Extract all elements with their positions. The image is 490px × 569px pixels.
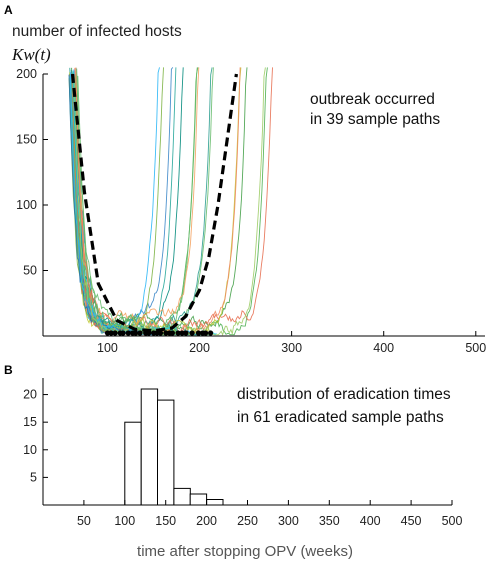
panel-a-y-tick-label: 150 (16, 133, 37, 147)
panel-a-annotation: outbreak occurred (310, 91, 435, 108)
eradication-mark (137, 330, 143, 336)
histogram-bar (189, 493, 208, 506)
eradication-mark (183, 330, 189, 336)
eradication-marks (104, 330, 214, 336)
panel-a-annotation-line2: in 39 sample paths (310, 111, 440, 128)
panel-b-x-tick-label: 250 (237, 514, 258, 528)
panel-b-x-tick-label: 300 (278, 514, 299, 528)
panel-b-title: distribution of eradication times (237, 386, 451, 403)
sample-path (69, 67, 241, 336)
histogram-bar (124, 421, 142, 506)
sample-path (73, 77, 213, 336)
sample-paths (68, 67, 273, 337)
eradication-mark (146, 330, 152, 336)
panel-b-x-tick-label: 450 (401, 514, 422, 528)
panel-b-x-tick-label: 400 (360, 514, 381, 528)
eradication-mark (120, 330, 126, 336)
panel-b-x-tick-label: 350 (319, 514, 340, 528)
histogram-bar (157, 399, 175, 506)
mean-path-dashed (70, 73, 238, 333)
panel-a-y-tick-label: 100 (16, 198, 37, 212)
eradication-mark (125, 330, 131, 336)
panel-b: B distribution of eradication times in 6… (4, 363, 462, 560)
panel-b-y-tick-label: 20 (23, 388, 37, 402)
eradication-mark (157, 330, 164, 336)
panel-b-x-tick-label: 50 (77, 514, 91, 528)
sample-path (75, 67, 200, 326)
panel-b-x-tick-label: 150 (155, 514, 176, 528)
histogram-bar (206, 499, 224, 506)
eradication-mark (108, 330, 114, 336)
panel-b-xlabel: time after stopping OPV (weeks) (137, 543, 353, 560)
panel-b-y-tick-label: 15 (23, 415, 37, 429)
eradication-mark (112, 330, 118, 336)
sample-path (74, 67, 273, 336)
panel-b-letter: B (4, 363, 13, 377)
panel-b-y-tick-label: 5 (30, 470, 37, 484)
panel-b-title-line2: in 61 eradicated sample paths (237, 409, 444, 426)
panel-b-x-tick-label: 200 (196, 514, 217, 528)
panel-a-x-tick-label: 500 (465, 341, 486, 355)
sample-path (71, 67, 248, 333)
eradication-mark (203, 330, 209, 336)
panel-a-x-tick-label: 100 (97, 341, 118, 355)
eradication-mark (189, 330, 195, 336)
panel-a-ylabel-formula: Kw(t) (11, 45, 51, 64)
eradication-mark (169, 330, 175, 336)
histogram-bar (140, 388, 159, 506)
sample-path (72, 76, 212, 336)
panel-a: A number of infected hosts Kw(t) outbrea… (4, 3, 486, 355)
eradication-mark (133, 330, 139, 336)
panel-a-x-tick-label: 400 (373, 341, 394, 355)
histogram-bar (173, 487, 191, 506)
eradication-mark (179, 330, 185, 336)
eradication-mark (175, 330, 181, 336)
panel-a-x-tick-label: 300 (281, 341, 302, 355)
panel-b-x-tick-label: 500 (442, 514, 463, 528)
eradication-mark (163, 330, 169, 336)
panel-a-ylabel: number of infected hosts (12, 23, 182, 40)
panel-a-letter: A (4, 3, 13, 17)
panel-a-y-tick-label: 200 (16, 67, 37, 81)
sample-path (73, 67, 198, 333)
panel-b-y-tick-label: 10 (23, 443, 37, 457)
panel-a-x-tick-label: 200 (189, 341, 210, 355)
panel-b-x-tick-label: 100 (114, 514, 135, 528)
eradication-mark (208, 330, 214, 336)
panel-a-y-tick-label: 50 (23, 264, 37, 278)
sample-path (70, 67, 268, 337)
